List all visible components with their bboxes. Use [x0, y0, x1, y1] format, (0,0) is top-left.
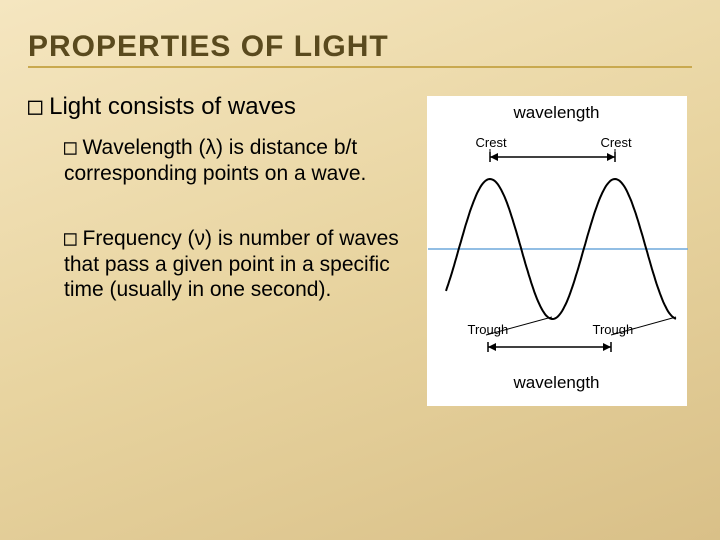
main-bullet: □ Light consists of waves [28, 92, 403, 121]
sub-bullet-1: □ Wavelength (λ) is distance b/t corresp… [64, 135, 403, 186]
title-underline: PROPERTIES OF LIGHT [28, 30, 692, 68]
label-trough-1: Trough [468, 322, 509, 337]
bullet-glyph: □ [28, 92, 42, 120]
sub-bullet-2: □ Frequency (ν) is number of waves that … [64, 226, 403, 303]
main-bullet-text: Light consists of waves [49, 93, 296, 120]
label-wavelength-bottom: wavelength [513, 373, 599, 393]
label-crest-2: Crest [601, 135, 632, 150]
figure-column: wavelength Crest Crest Trough Trough wav… [421, 92, 692, 406]
content-area: □ Light consists of waves □ Wavelength (… [28, 92, 692, 406]
wave-svg [428, 97, 688, 407]
text-column: □ Light consists of waves □ Wavelength (… [28, 92, 403, 406]
bullet-glyph: □ [64, 135, 77, 159]
bullet-glyph: □ [64, 226, 77, 250]
slide-title: PROPERTIES OF LIGHT [28, 30, 692, 64]
sub-bullet-2-text: Frequency (ν) is number of waves that pa… [64, 227, 399, 301]
label-trough-2: Trough [593, 322, 634, 337]
wave-diagram: wavelength Crest Crest Trough Trough wav… [427, 96, 687, 406]
sub-bullet-1-text: Wavelength (λ) is distance b/t correspon… [64, 136, 366, 185]
label-crest-1: Crest [476, 135, 507, 150]
label-wavelength-top: wavelength [513, 103, 599, 123]
